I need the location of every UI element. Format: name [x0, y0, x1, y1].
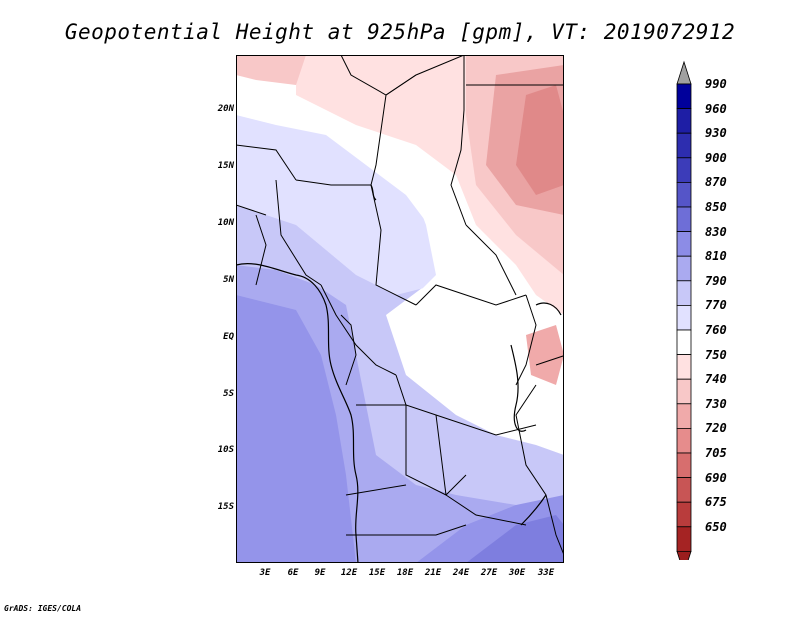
colorbar-bottom-arrow — [676, 550, 692, 560]
colorbar-swatch — [676, 182, 692, 208]
chart-title: Geopotential Height at 925hPa [gpm], VT:… — [64, 20, 736, 44]
colorbar-label: 990 — [705, 77, 727, 91]
colorbar-label: 750 — [705, 347, 727, 362]
colorbar-swatch — [676, 231, 692, 257]
lat-label-5s: 5S — [223, 389, 234, 399]
region-790-north — [236, 115, 436, 295]
colorbar-swatch — [676, 403, 692, 429]
lat-label-eq: EQ — [223, 332, 234, 342]
colorbar-swatch — [676, 83, 692, 110]
lat-label-10n: 10N — [217, 218, 234, 228]
colorbar-label: 870 — [705, 175, 727, 190]
lon-label-27e: 27E — [480, 568, 498, 578]
lat-label-5n: 5N — [223, 275, 234, 285]
colorbar-swatch — [676, 132, 692, 159]
lon-label-30e: 30E — [508, 568, 526, 578]
colorbar-swatch — [676, 255, 692, 282]
lakes — [370, 184, 562, 526]
colorbar-label: 690 — [705, 470, 727, 485]
colorbar-label: 770 — [705, 298, 727, 313]
lat-label-15s: 15S — [217, 502, 234, 512]
colorbar-label: 900 — [705, 150, 727, 165]
colorbar — [676, 60, 692, 560]
colorbar-label: 810 — [705, 249, 727, 264]
region-830-ocean — [236, 295, 356, 563]
lon-label-12e: 12E — [340, 568, 358, 578]
colorbar-label: 830 — [705, 224, 727, 239]
colorbar-swatch — [676, 427, 692, 454]
region-740-rift — [526, 325, 564, 385]
lat-label-15n: 15N — [217, 161, 234, 171]
colorbar-label: 790 — [705, 273, 727, 288]
lon-label-24e: 24E — [452, 568, 470, 578]
map-frame — [236, 55, 564, 563]
colorbar-swatch — [676, 280, 692, 306]
colorbar-label: 650 — [705, 519, 727, 534]
colorbar-label: 720 — [705, 421, 727, 436]
colorbar-top-arrow — [676, 60, 692, 85]
colorbar-label: 740 — [705, 372, 727, 387]
colorbar-label: 730 — [705, 396, 727, 411]
lon-label-3e: 3E — [259, 568, 271, 578]
lon-label-9e: 9E — [314, 568, 326, 578]
colorbar-swatch — [676, 108, 692, 134]
lon-label-21e: 21E — [424, 568, 442, 578]
colorbar-swatch — [676, 329, 692, 356]
colorbar-label: 960 — [705, 101, 727, 116]
colorbar-label: 675 — [705, 495, 727, 510]
colorbar-swatch — [676, 526, 692, 552]
colorbar-swatch — [676, 477, 692, 503]
region-720-sahara — [516, 85, 564, 195]
colorbar-label: 760 — [705, 323, 727, 337]
colorbar-swatch — [676, 304, 692, 331]
credit-text: GrADS: IGES/COLA — [4, 604, 82, 613]
country-borders — [236, 55, 564, 556]
lon-label-15e: 15E — [368, 568, 386, 578]
lat-label-20n: 20N — [217, 104, 234, 114]
lat-label-10s: 10S — [217, 445, 234, 455]
colorbar-swatch — [676, 501, 692, 528]
map-panel — [236, 55, 564, 563]
colorbar-swatch — [676, 206, 692, 233]
colorbar-label: 850 — [705, 200, 727, 214]
colorbar-swatch — [676, 452, 692, 479]
region-white-center — [396, 145, 536, 435]
colorbar-swatch — [676, 378, 692, 405]
lon-label-6e: 6E — [287, 568, 299, 578]
colorbar-swatch — [676, 354, 692, 380]
lon-label-18e: 18E — [396, 568, 414, 578]
region-850-south — [466, 515, 564, 563]
colorbar-label: 705 — [705, 446, 727, 460]
region-740-northwest — [236, 55, 306, 85]
geopotential-map — [236, 55, 564, 563]
coastline — [236, 263, 359, 563]
colorbar-swatch — [676, 157, 692, 183]
lon-label-33e: 33E — [537, 568, 555, 578]
colorbar-label: 930 — [705, 126, 727, 141]
